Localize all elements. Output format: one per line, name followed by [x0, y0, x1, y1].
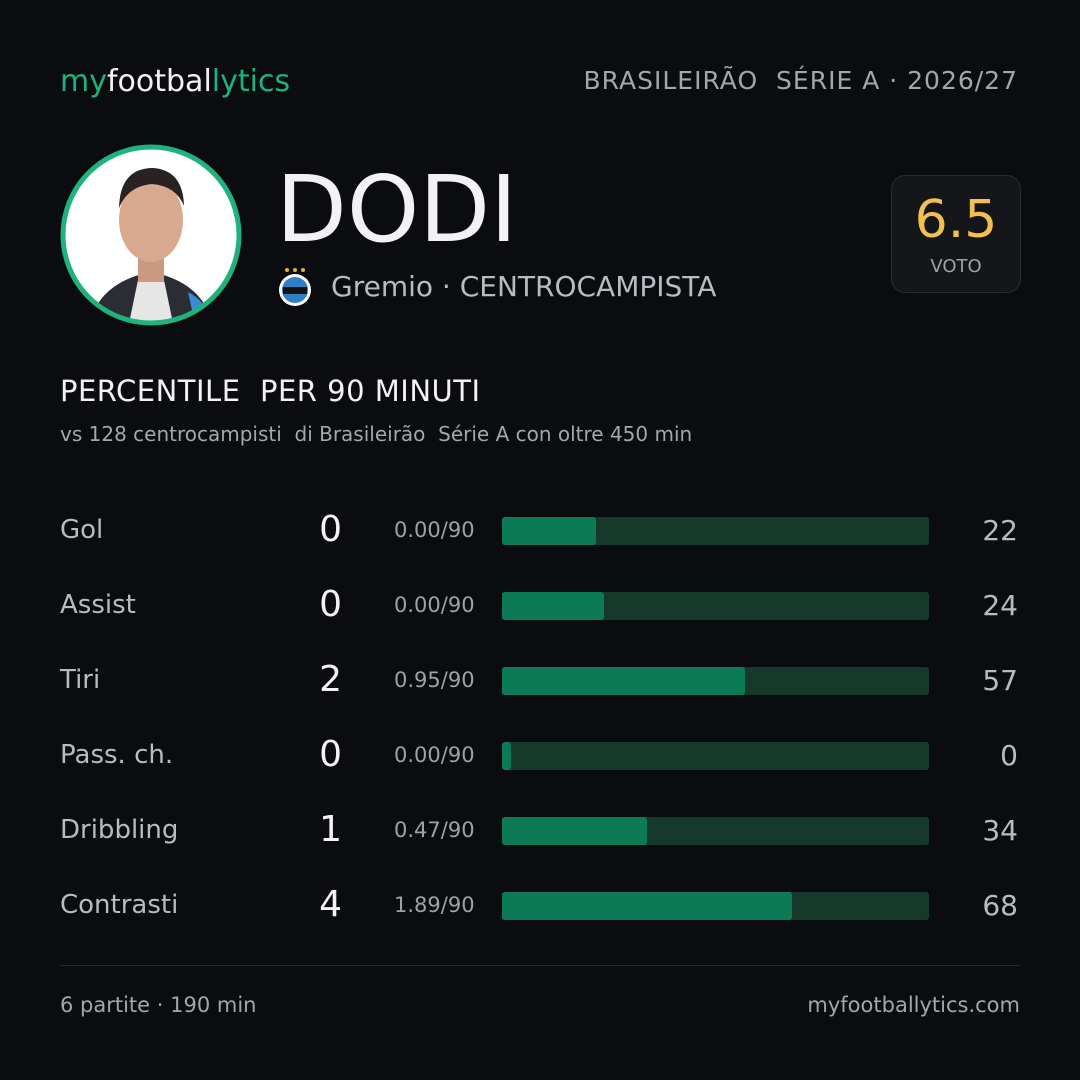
- stat-total: 1: [319, 808, 342, 850]
- rating-label: VOTO: [930, 256, 982, 277]
- percentile-label: 68: [982, 888, 1018, 922]
- player-photo: [60, 144, 242, 326]
- stat-total: 0: [319, 583, 342, 625]
- team-badge: [279, 268, 311, 306]
- stat-label: Gol: [60, 515, 104, 545]
- bar-cap: [502, 741, 511, 770]
- stat-total: 2: [319, 658, 342, 700]
- bar: [502, 816, 648, 845]
- percentile-label: 34: [982, 813, 1018, 847]
- bar-track: [502, 741, 929, 770]
- stat-per90: 0.95/90: [394, 667, 475, 692]
- rating: 6.5: [914, 190, 998, 250]
- stat-label: Tiri: [60, 664, 101, 695]
- percentile-label: 22: [982, 514, 1018, 547]
- bar: [502, 591, 605, 620]
- section-title: PERCENTILE PER 90 MINUTI: [60, 374, 481, 408]
- stat-label: Pass. ch.: [60, 739, 174, 770]
- logo-part: footbal: [106, 64, 212, 99]
- footer-right: myfootballytics.com: [807, 993, 1020, 1017]
- stat-per90: 0.00/90: [394, 592, 475, 617]
- stat-per90: 1.89/90: [394, 892, 475, 917]
- divider: [60, 965, 1020, 966]
- percentile-label: 24: [982, 588, 1018, 622]
- bar: [502, 891, 793, 920]
- logo: myfootballytics: [60, 64, 290, 99]
- league: BRASILEIRÃO SÉRIE A · 2026/27: [583, 66, 1018, 95]
- stat-per90: 0.47/90: [394, 817, 475, 842]
- bar: [502, 517, 596, 545]
- stat-per90: 0.00/90: [394, 742, 475, 767]
- logo-part: my: [60, 64, 107, 99]
- stat-per90: 0.00/90: [394, 518, 475, 542]
- stat-label: Contrasti: [60, 889, 179, 920]
- rating-box: 6.5 VOTO: [891, 175, 1021, 293]
- stat-total: 0: [319, 733, 342, 775]
- team-line: Gremio · CENTROCAMPISTA: [331, 270, 717, 303]
- logo-part: lytics: [211, 64, 291, 99]
- player-name: DODI: [276, 156, 518, 263]
- stat-label: Dribbling: [60, 814, 179, 845]
- bar: [502, 666, 746, 695]
- percentile-label: 0: [1000, 738, 1018, 772]
- stat-total: 0: [319, 509, 342, 550]
- section-subtitle: vs 128 centrocampisti di Brasileirão Sér…: [60, 422, 693, 446]
- percentile-label: 57: [982, 663, 1018, 697]
- footer-left: 6 partite · 190 min: [60, 993, 257, 1017]
- stat-total: 4: [319, 883, 342, 925]
- stat-label: Assist: [60, 589, 136, 620]
